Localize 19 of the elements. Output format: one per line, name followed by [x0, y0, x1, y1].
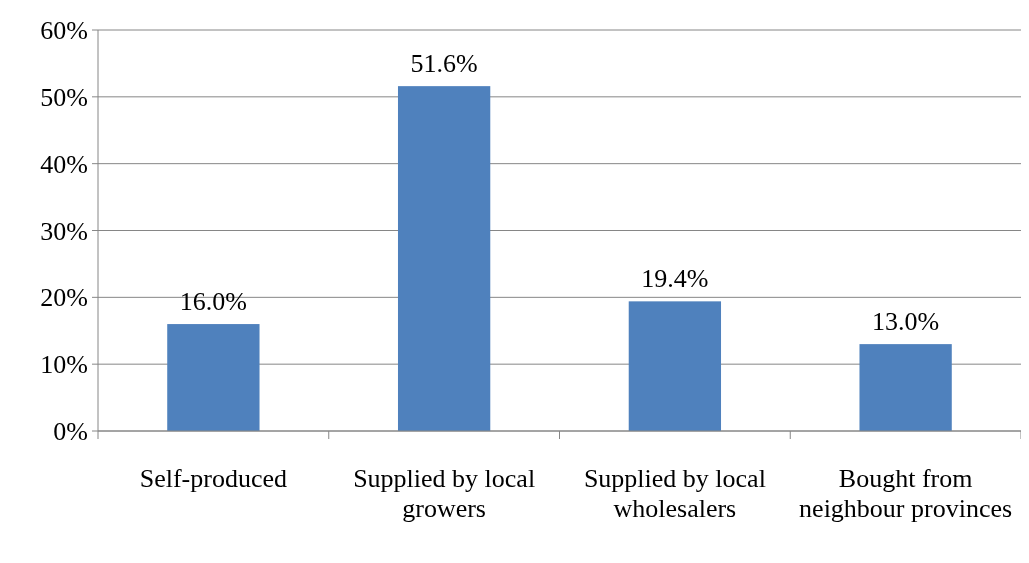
- y-tick-label: 10%: [40, 350, 88, 380]
- data-label: 51.6%: [410, 49, 478, 79]
- bar: [167, 324, 260, 431]
- data-label: 16.0%: [179, 287, 247, 317]
- bar: [628, 301, 722, 431]
- x-tick-label: Bought from neighbour provinces: [799, 464, 1013, 523]
- x-tick-label: Supplied by local wholesalers: [583, 464, 766, 523]
- y-tick-label: 60%: [40, 16, 88, 46]
- x-tick-label: Supplied by local growers: [353, 464, 536, 523]
- y-tick-label: 0%: [53, 417, 88, 447]
- data-label: 19.4%: [641, 264, 709, 294]
- y-tick-label: 40%: [40, 149, 88, 179]
- y-tick-label: 20%: [40, 283, 88, 313]
- y-tick-label: 30%: [40, 216, 88, 246]
- x-tick-label: Self-produced: [139, 464, 288, 493]
- y-tick-label: 50%: [40, 82, 88, 112]
- bar: [859, 344, 952, 431]
- data-label: 13.0%: [872, 307, 940, 337]
- bar: [397, 86, 491, 431]
